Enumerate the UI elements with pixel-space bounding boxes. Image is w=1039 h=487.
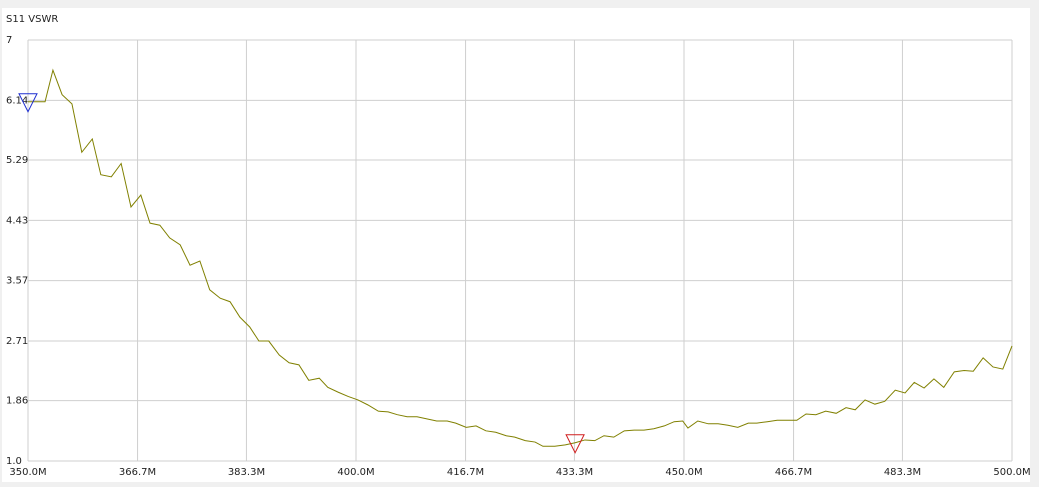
x-tick-label: 483.3M (884, 467, 921, 478)
panel (2, 8, 1030, 482)
y-tick-label: 6.14 (6, 95, 28, 106)
x-tick-label: 466.7M (775, 467, 812, 478)
x-tick-label: 383.3M (228, 467, 265, 478)
x-tick-label: 366.7M (119, 467, 156, 478)
y-tick-label: 3.57 (6, 276, 28, 287)
y-tick-label: 5.29 (6, 155, 28, 166)
x-tick-label: 400.0M (337, 467, 374, 478)
chart-title: S11 VSWR (6, 14, 58, 25)
x-tick-label: 433.3M (556, 467, 593, 478)
y-tick-label: 1.86 (6, 396, 28, 407)
vswr-line (28, 68, 1013, 447)
y-tick-label: 7 (6, 35, 12, 46)
x-tick-label: 350.0M (9, 467, 46, 478)
x-tick-label: 500.0M (993, 467, 1030, 478)
marker (18, 93, 38, 113)
y-tick-label: 2.71 (6, 336, 28, 347)
x-tick-label: 416.7M (447, 467, 484, 478)
marker (565, 434, 585, 454)
y-tick-label: 4.43 (6, 215, 28, 226)
y-tick-label: 1.0 (6, 456, 22, 467)
x-tick-label: 450.0M (665, 467, 702, 478)
